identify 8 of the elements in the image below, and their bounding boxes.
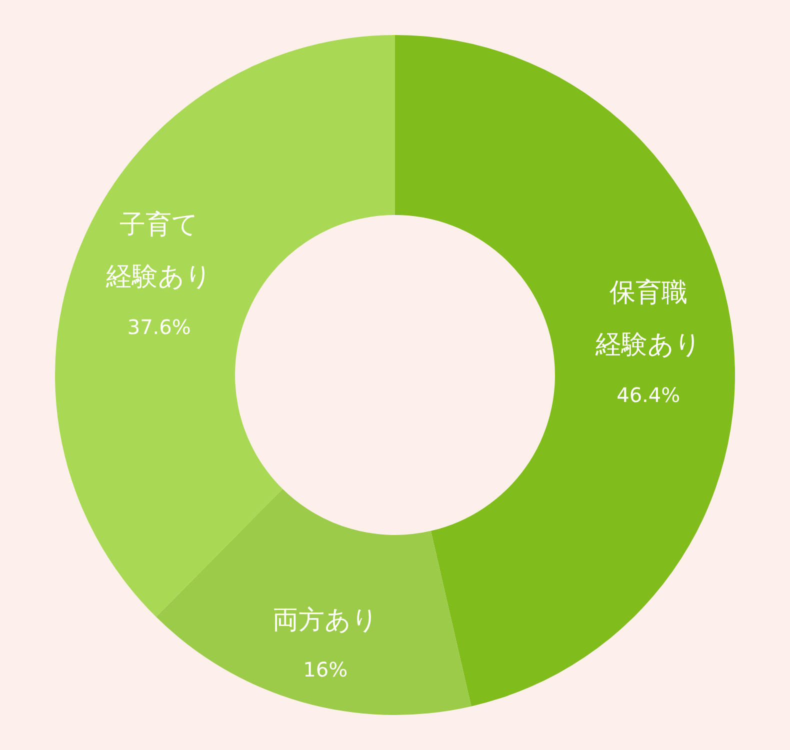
- data-label: 16%: [303, 657, 348, 682]
- data-label: 46.4%: [616, 383, 680, 408]
- slice-label: 子育て経験あり: [105, 210, 212, 292]
- slice-label: 両方あり: [272, 605, 378, 636]
- donut-slice: [156, 488, 472, 715]
- data-label: 37.6%: [127, 315, 191, 340]
- slice-label: 保育職経験あり: [594, 278, 702, 360]
- donut-slice: [395, 35, 735, 706]
